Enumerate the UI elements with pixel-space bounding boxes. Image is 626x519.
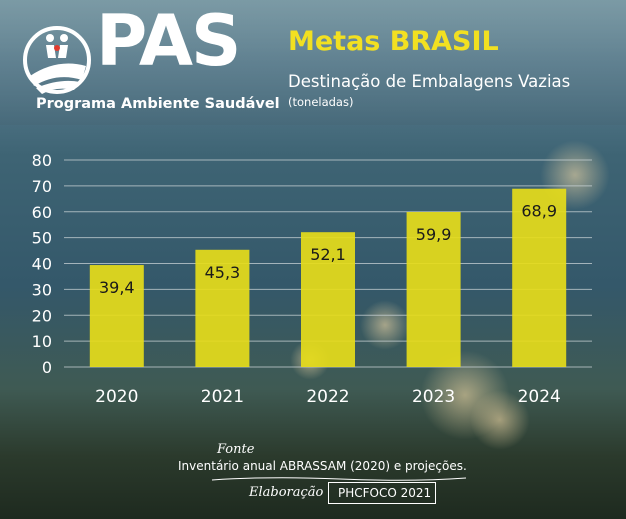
source-label: Fonte	[217, 442, 255, 457]
credit-text: PHCFOCO 2021	[338, 486, 432, 500]
bokeh-light	[360, 300, 410, 350]
header-band	[0, 0, 626, 125]
bar-value-label: 52,1	[310, 245, 346, 264]
bar-value-label: 39,4	[99, 278, 135, 297]
source-underline	[211, 477, 467, 481]
x-tick-label: 2022	[306, 387, 349, 407]
chart-unit-note: (toneladas)	[288, 95, 354, 109]
y-tick-label: 70	[32, 177, 52, 196]
credit-box	[328, 482, 436, 504]
bar	[512, 188, 567, 367]
y-tick-label: 50	[32, 229, 52, 248]
y-tick-label: 20	[32, 306, 52, 325]
x-tick-label: 2023	[412, 387, 455, 407]
brand-subtitle: Programa Ambiente Saudável	[36, 96, 280, 112]
y-tick-label: 0	[42, 358, 52, 377]
bar-value-label: 45,3	[205, 263, 241, 282]
y-tick-label: 60	[32, 203, 52, 222]
bar	[89, 265, 144, 367]
source-text: Inventário anual ABRASSAM (2020) e proje…	[178, 459, 467, 473]
y-tick-label: 30	[32, 280, 52, 299]
x-tick-label: 2021	[201, 387, 244, 407]
bokeh-light	[470, 390, 530, 450]
y-tick-label: 10	[32, 332, 52, 351]
bar	[406, 212, 461, 367]
bar-value-label: 59,9	[416, 225, 452, 244]
brand-name: PAS	[96, 0, 241, 82]
y-tick-label: 80	[32, 151, 52, 170]
chart-subtitle: Destinação de Embalagens Vazias	[288, 72, 571, 91]
bar	[195, 249, 250, 367]
pas-logo-icon	[23, 26, 91, 94]
bar-value-label: 68,9	[521, 202, 557, 221]
credit-label: Elaboração	[249, 485, 324, 500]
bar	[301, 232, 355, 367]
x-tick-label: 2024	[518, 387, 561, 407]
y-tick-label: 40	[32, 255, 52, 274]
chart-title: Metas BRASIL	[288, 26, 499, 57]
x-tick-label: 2020	[95, 387, 138, 407]
